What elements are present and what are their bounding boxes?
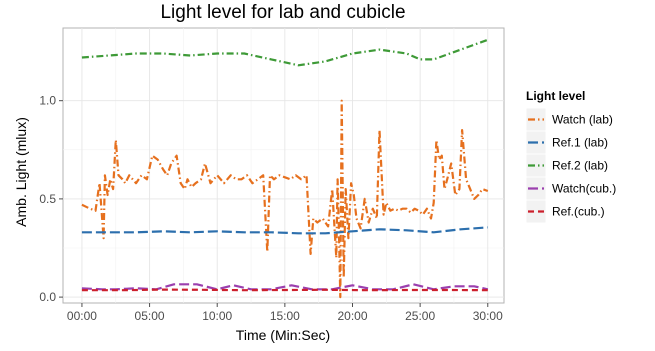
legend-label: Ref.2 (lab) [552, 159, 608, 173]
legend: Light level Watch (lab) Ref.1 (lab) Ref.2 … [525, 89, 616, 224]
x-axis-ticks: 00:00 05:00 10:00 15:00 20:00 25:00 30:00 [67, 303, 503, 323]
series-line-watch-lab [81, 99, 489, 299]
legend-label: Ref.1 (lab) [552, 136, 608, 150]
y-tick-label: 0.0 [39, 290, 56, 304]
series-line-ref-1-lab [81, 226, 488, 235]
series-lines [81, 38, 489, 299]
legend-label: Ref.(cub.) [552, 205, 605, 219]
y-tick-label: 1.0 [39, 94, 56, 108]
x-tick-label: 30:00 [473, 309, 503, 323]
legend-label: Watch(cub.) [552, 182, 616, 196]
x-tick-label: 10:00 [202, 309, 232, 323]
x-tick-label: 00:00 [67, 309, 97, 323]
plot-panel [62, 27, 505, 304]
grid-lines [63, 28, 504, 303]
series-line-ref-cub [81, 288, 488, 292]
x-tick-label: 15:00 [270, 309, 300, 323]
chart-title: Light level for lab and cubicle [160, 2, 405, 23]
legend-key-box [525, 199, 547, 224]
x-axis-title: Time (Min:Sec) [236, 327, 330, 343]
x-tick-label: 25:00 [405, 309, 435, 323]
y-axis-title: Amb. Light (mlux) [13, 117, 29, 227]
x-tick-label: 05:00 [135, 309, 165, 323]
series-line-ref-2-lab [81, 38, 489, 67]
legend-title: Light level [526, 89, 585, 103]
y-tick-label: 0.5 [39, 192, 56, 206]
y-axis-ticks: 0.0 0.5 1.0 [39, 94, 63, 304]
x-tick-label: 20:00 [337, 309, 367, 323]
legend-label: Watch (lab) [552, 113, 613, 127]
